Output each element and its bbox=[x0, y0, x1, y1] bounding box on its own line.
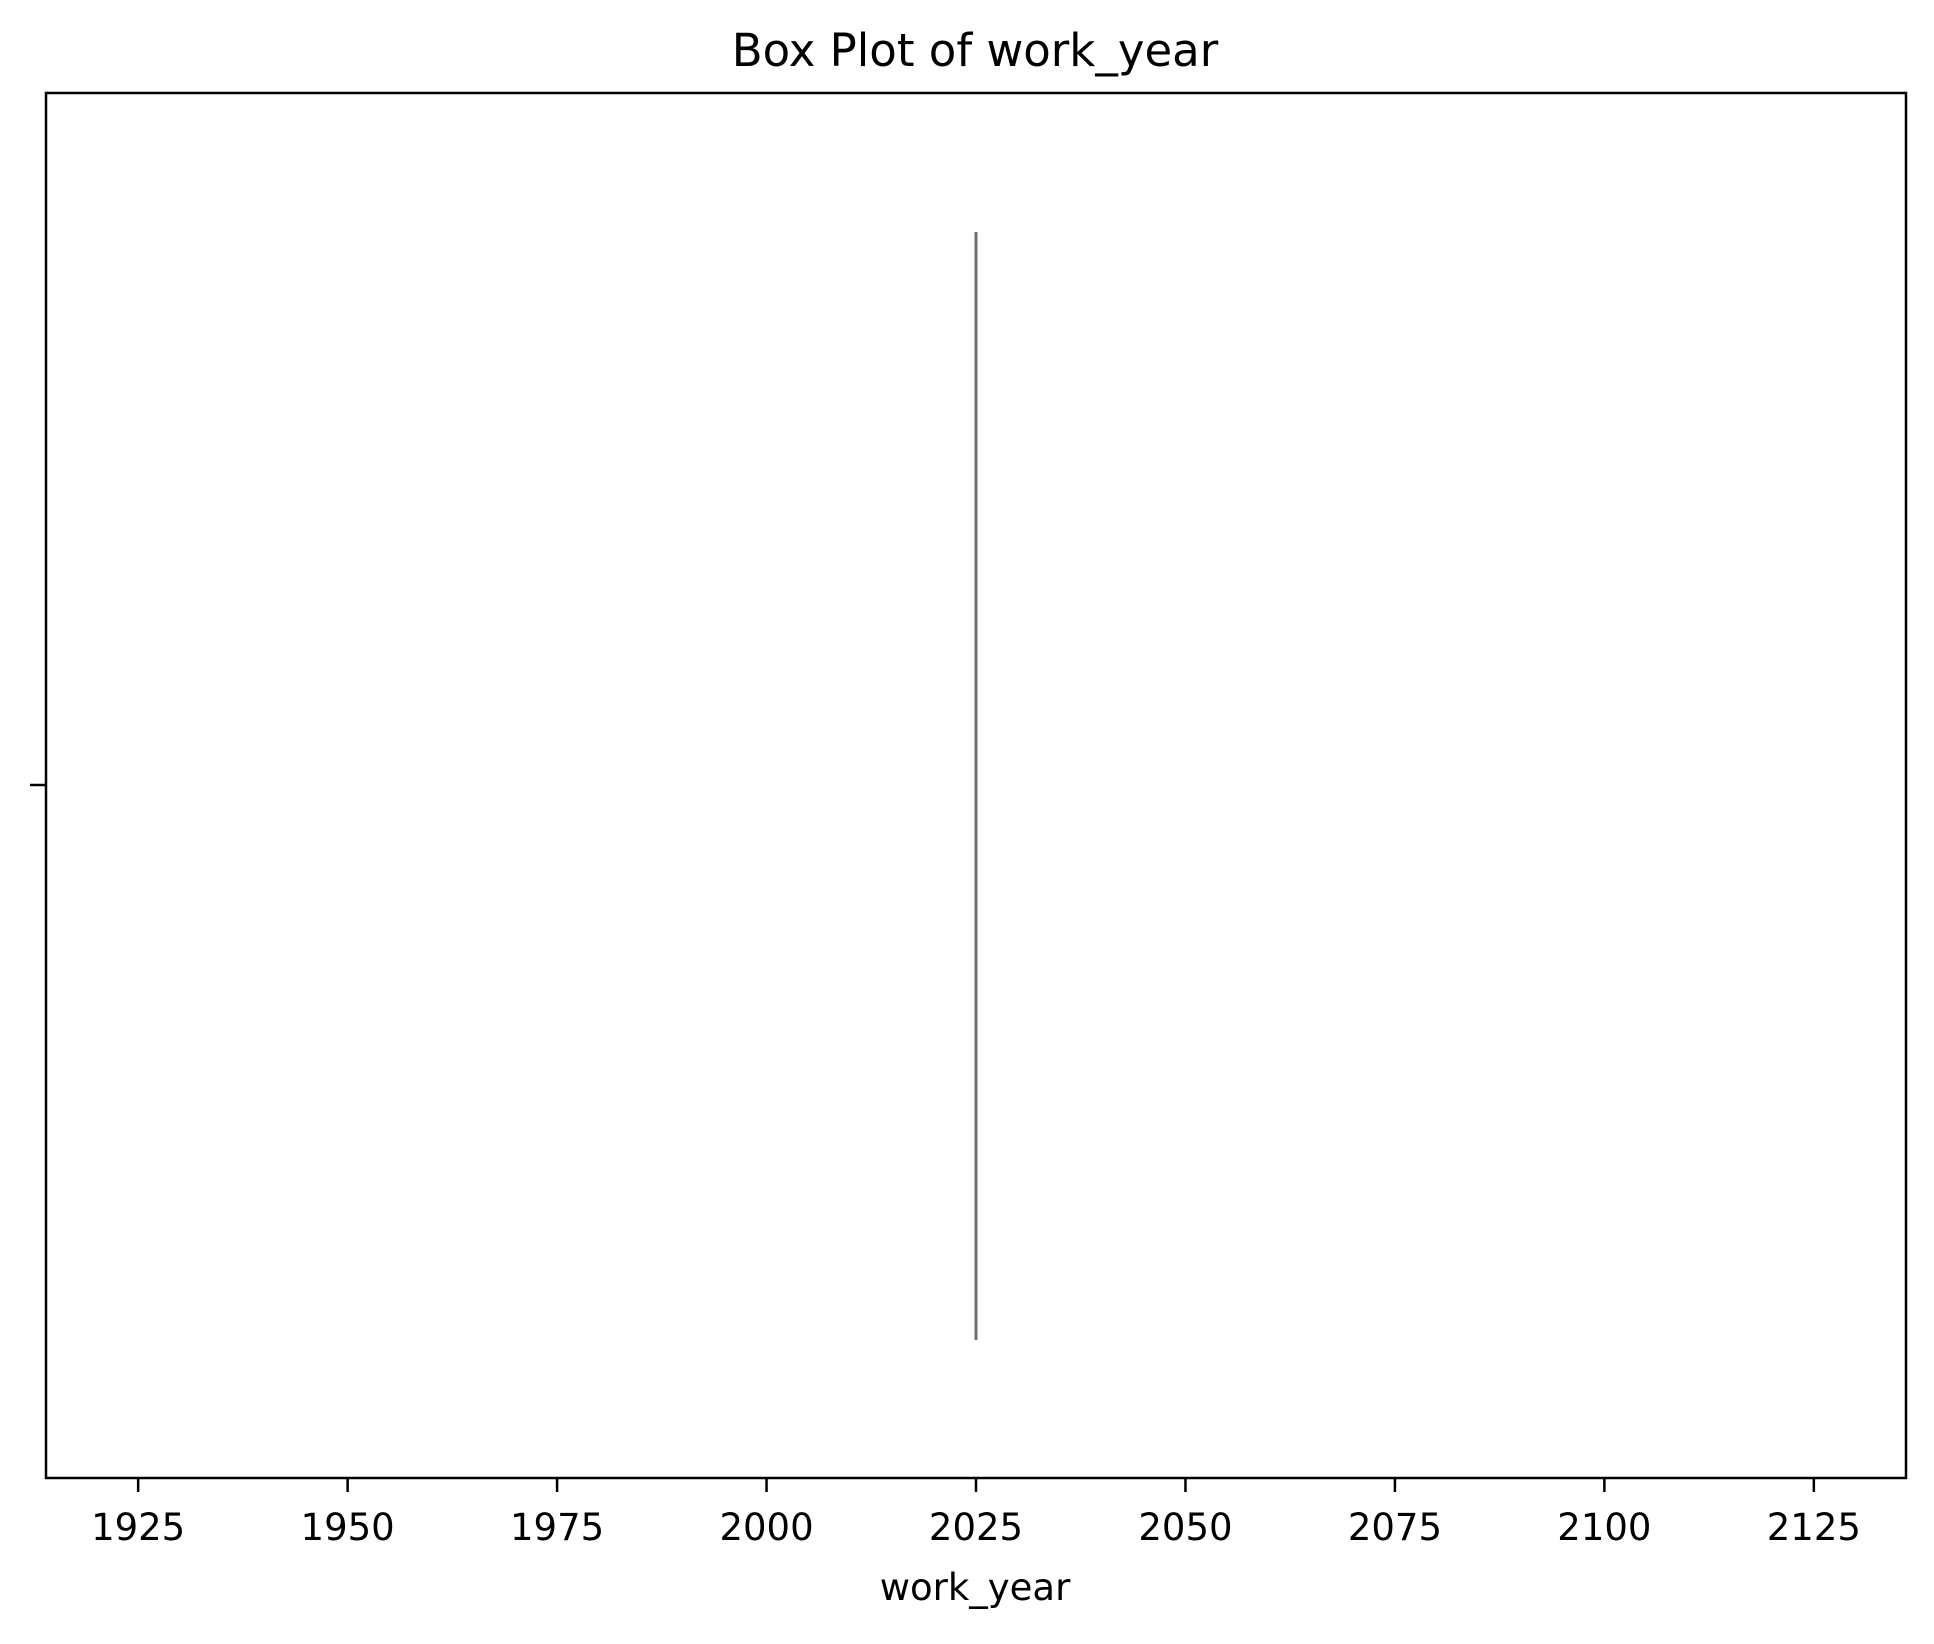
chart-title: Box Plot of work_year bbox=[732, 24, 1219, 77]
x-tick-label: 1950 bbox=[301, 1506, 395, 1549]
x-tick-label: 2075 bbox=[1348, 1506, 1442, 1549]
x-tick-label: 2000 bbox=[719, 1506, 813, 1549]
x-tick-label: 1925 bbox=[91, 1506, 185, 1549]
x-tick-label: 2125 bbox=[1767, 1506, 1861, 1549]
x-tick-label: 2025 bbox=[929, 1506, 1023, 1549]
x-tick-label: 2100 bbox=[1557, 1506, 1651, 1549]
x-axis-label: work_year bbox=[880, 1566, 1071, 1609]
x-tick-label: 2050 bbox=[1138, 1506, 1232, 1549]
x-tick-label: 1975 bbox=[510, 1506, 604, 1549]
x-axis-ticks: 1925 1950 1975 2000 2025 2050 2075 2100 2125 bbox=[91, 1478, 1861, 1549]
